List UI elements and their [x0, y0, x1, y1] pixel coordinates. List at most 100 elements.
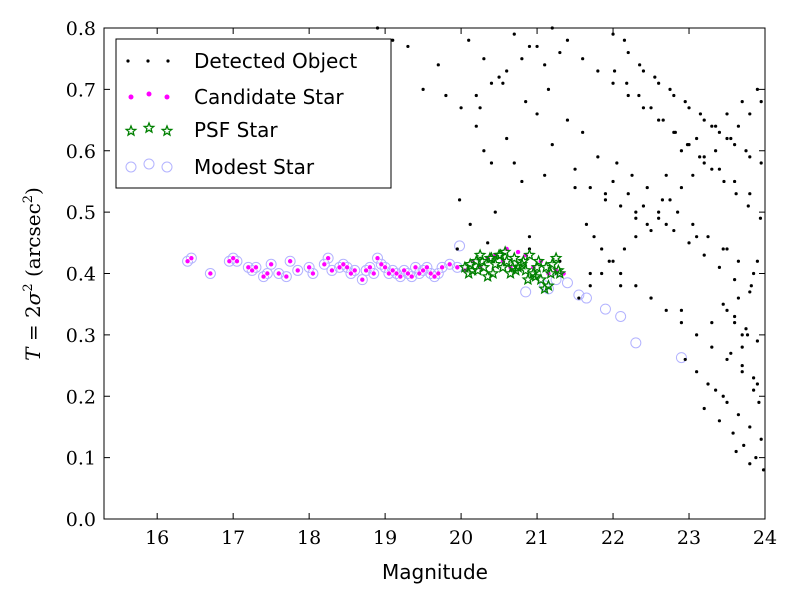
- candidate-star-point: [382, 264, 388, 271]
- modest-star-point: [410, 261, 422, 273]
- psf-star-point: [521, 272, 535, 286]
- modest-star-point: [394, 271, 406, 283]
- detected-object-point: [535, 112, 539, 116]
- detected-object-point: [626, 192, 630, 196]
- detected-object-point: [752, 376, 756, 380]
- detected-object-point: [746, 204, 750, 208]
- detected-object-point: [736, 413, 741, 417]
- detected-object-point: [733, 143, 737, 147]
- candidate-star-point: [431, 273, 438, 280]
- detected-object-point: [657, 81, 661, 85]
- detected-object-point: [717, 167, 722, 171]
- detected-object-point: [584, 222, 589, 226]
- detected-object-point: [754, 456, 758, 460]
- modest-star-point: [561, 277, 573, 289]
- detected-object-point: [691, 173, 695, 177]
- candidate-star-point: [397, 273, 404, 280]
- detected-object-point: [527, 235, 532, 239]
- candidate-star-point: [325, 255, 331, 261]
- candidate-star-point: [287, 258, 293, 265]
- detected-object-point: [755, 382, 760, 386]
- detected-object-point: [622, 247, 627, 251]
- detected-object-point: [698, 155, 702, 159]
- detected-object-point: [474, 93, 478, 98]
- modest-star-point: [615, 310, 627, 322]
- y-label-t: T: [21, 346, 45, 361]
- y-label-sigma: σ: [21, 290, 45, 305]
- detected-object-point: [733, 314, 737, 319]
- psf-star-point: [483, 251, 497, 264]
- detected-object-point: [546, 87, 551, 91]
- modest-star-point: [204, 268, 216, 279]
- y-tick-label: 0.0: [66, 509, 96, 531]
- psf-star-point: [471, 263, 485, 276]
- psf-star-point: [496, 260, 510, 273]
- psf-star-point: [551, 263, 565, 276]
- candidate-star-point: [454, 264, 461, 271]
- candidate-star-point: [351, 267, 358, 274]
- detected-object-point: [607, 259, 611, 263]
- candidate-star-point: [344, 264, 350, 271]
- detected-object-point: [391, 38, 395, 42]
- candidate-star-point: [283, 273, 290, 280]
- modest-star-point: [349, 264, 361, 276]
- detected-object-point: [634, 235, 638, 239]
- detected-object-point: [740, 333, 744, 337]
- detected-object-point: [558, 50, 562, 55]
- detected-object-point: [565, 38, 570, 42]
- detected-object-point: [729, 351, 733, 355]
- detected-object-point: [683, 100, 687, 104]
- modest-star-point: [417, 264, 429, 276]
- y-tick-label: 0.2: [66, 386, 96, 408]
- modest-star-point: [318, 258, 330, 270]
- detected-object-point: [687, 241, 691, 245]
- candidate-star-point: [386, 270, 392, 277]
- candidate-star-point: [416, 270, 423, 277]
- detected-object-point: [637, 93, 641, 98]
- modest-star-point: [368, 268, 380, 279]
- detected-object-point: [497, 75, 501, 79]
- detected-object-point: [698, 112, 703, 116]
- modest-star-point: [337, 258, 349, 270]
- detected-object-point: [755, 259, 760, 263]
- modest-star-point: [436, 261, 448, 273]
- modest-star-point: [413, 268, 425, 279]
- x-tick-label: 16: [145, 527, 169, 549]
- detected-object-point: [710, 124, 714, 128]
- modest-star-point: [182, 255, 194, 267]
- modest-star-point: [185, 252, 197, 264]
- candidate-star-point: [427, 270, 434, 277]
- detected-object-point: [493, 210, 497, 214]
- detected-object-point: [664, 308, 668, 312]
- detected-object-point: [512, 32, 516, 36]
- detected-object-point: [619, 284, 623, 288]
- psf-star-point: [549, 251, 563, 264]
- detected-object-point: [375, 26, 380, 30]
- psf-star-point: [463, 257, 477, 270]
- x-tick-label: 21: [525, 527, 549, 549]
- candidate-star-point: [188, 255, 195, 261]
- modest-star-point: [375, 258, 387, 270]
- detected-object-point: [736, 296, 741, 300]
- modest-star-point: [265, 258, 277, 270]
- detected-object-point: [761, 468, 766, 472]
- detected-object-point: [489, 81, 494, 85]
- y-label-sq2: 2: [21, 195, 36, 203]
- modest-star-point: [398, 264, 410, 276]
- modest-star-point: [360, 264, 372, 276]
- x-tick-label: 24: [753, 527, 777, 549]
- candidate-star-point: [405, 270, 411, 277]
- detected-object-point: [706, 382, 710, 386]
- legend-box: [115, 38, 392, 189]
- detected-object-point: [459, 106, 463, 110]
- modest-star-point: [379, 261, 391, 273]
- detected-object-point: [524, 100, 528, 104]
- detected-object-point: [759, 100, 763, 104]
- candidate-star-point: [359, 276, 366, 283]
- candidate-star-point: [408, 273, 415, 280]
- detected-object-point: [565, 118, 570, 122]
- legend-entry-candidate: Candidate Star: [128, 85, 344, 109]
- y-tick-label: 0.4: [66, 264, 96, 286]
- modest-star-point: [258, 271, 270, 283]
- candidate-star-point: [260, 273, 267, 280]
